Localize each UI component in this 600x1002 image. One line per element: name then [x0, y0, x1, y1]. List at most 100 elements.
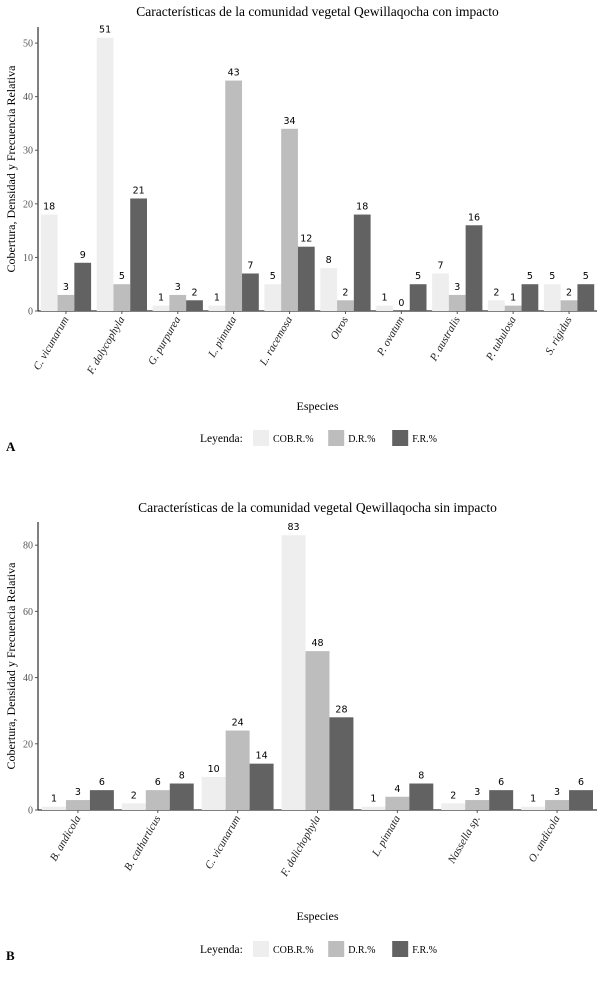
bar-value-label: 4 — [394, 784, 400, 795]
bar-dr — [305, 651, 330, 810]
y-tick-label: 0 — [28, 806, 33, 817]
legend-title: Leyenda: — [200, 433, 243, 445]
legend-entry: COB.R.% — [273, 945, 314, 956]
x-tick-label: C. vicunarum — [31, 314, 71, 372]
bar-fr — [186, 300, 203, 311]
legend: Leyenda: COB.R.% D.R.% F.R.% — [200, 941, 437, 957]
bar-cobr — [121, 803, 146, 810]
chart-title: Características de la comunidad vegetal … — [136, 4, 499, 19]
bar-fr — [329, 717, 354, 810]
x-tick-label: Otros — [328, 315, 351, 342]
bar-dr — [337, 300, 354, 311]
bar-value-label: 24 — [232, 718, 244, 729]
x-tick-label: F. dolichophyla — [278, 813, 323, 879]
y-tick-label: 40 — [23, 92, 33, 103]
bar-fr — [249, 763, 274, 810]
bar-value-label: 16 — [468, 212, 480, 223]
y-tick-label: 20 — [23, 199, 33, 210]
x-tick-label: B. catharticus — [122, 814, 163, 873]
bar-dr — [65, 800, 90, 810]
bar-value-label: 2 — [131, 790, 137, 801]
x-tick-label: C. vicunarum — [203, 813, 243, 871]
bar-fr — [89, 790, 114, 810]
x-tick-label: P. australis — [427, 315, 463, 365]
bar-dr — [169, 294, 187, 311]
bar-cobr — [320, 268, 338, 311]
bar-value-label: 3 — [554, 787, 560, 798]
bar-value-label: 5 — [415, 271, 421, 282]
bar-value-label: 5 — [549, 271, 555, 282]
legend-swatch — [328, 430, 345, 446]
bar-cobr — [264, 284, 282, 311]
bar-value-label: 3 — [175, 282, 181, 293]
bar-cobr — [521, 806, 546, 810]
bar-fr — [169, 783, 194, 810]
legend-swatch — [253, 430, 269, 446]
bar-value-label: 5 — [270, 271, 276, 282]
bar-value-label: 6 — [155, 777, 161, 788]
bar-cobr — [40, 214, 58, 311]
legend-swatch — [328, 941, 345, 957]
bar-value-label: 1 — [214, 293, 220, 304]
legend-entry: F.R.% — [412, 945, 437, 956]
legend-entry: COB.R.% — [273, 434, 314, 445]
bar-fr — [242, 273, 259, 311]
bar-cobr — [201, 776, 226, 810]
legend: Leyenda: COB.R.% D.R.% F.R.% — [200, 430, 437, 446]
chart-panel-a: Características de la comunidad vegetal … — [4, 4, 597, 454]
bar-value-label: 10 — [208, 764, 220, 775]
bar-value-label: 1 — [530, 794, 536, 805]
x-tick-label: B. andicola — [48, 813, 84, 863]
bar-value-label: 51 — [99, 25, 111, 36]
bar-value-label: 12 — [300, 234, 312, 245]
y-axis-label: Cobertura, Densidad y Frecuencia Relativ… — [4, 562, 18, 770]
bar-value-label: 18 — [43, 202, 55, 213]
x-tick-label: P. ovatum — [374, 314, 407, 358]
y-tick-label: 80 — [23, 541, 33, 552]
bar-value-label: 1 — [510, 293, 516, 304]
bar-fr — [74, 262, 92, 311]
chart-panel-b: Características de la comunidad vegetal … — [4, 500, 597, 963]
bar-dr — [281, 128, 298, 311]
x-tick-label: F. dolycophyla — [84, 314, 127, 377]
x-tick-label: G. purpurea — [146, 314, 184, 367]
bar-value-label: 48 — [311, 638, 323, 649]
bar-value-label: 6 — [578, 777, 584, 788]
bar-value-label: 1 — [382, 293, 388, 304]
bar-value-label: 3 — [75, 787, 81, 798]
bar-dr — [57, 294, 75, 311]
panel-letter: A — [6, 439, 16, 454]
bar-value-label: 2 — [191, 287, 197, 298]
bar-value-label: 9 — [80, 250, 86, 261]
bar-fr — [353, 214, 371, 311]
x-axis-label: Especies — [297, 909, 339, 923]
bar-fr — [489, 790, 514, 810]
bar-fr — [297, 246, 315, 311]
bar-fr — [521, 284, 539, 311]
bar-value-label: 14 — [256, 751, 268, 762]
legend-swatch — [392, 430, 409, 446]
bar-cobr — [96, 37, 114, 311]
bar-cobr — [41, 806, 66, 810]
y-tick-label: 20 — [23, 739, 33, 750]
bar-cobr — [543, 284, 561, 311]
bar-value-label: 6 — [498, 777, 504, 788]
bar-fr — [409, 284, 427, 311]
bar-value-label: 2 — [566, 287, 572, 298]
bar-value-label: 2 — [493, 287, 499, 298]
bar-value-label: 2 — [342, 287, 348, 298]
x-tick-label: O. andicola — [526, 813, 563, 864]
x-tick-label: L. pinnata — [369, 813, 403, 859]
bar-value-label: 8 — [326, 255, 332, 266]
bar-cobr — [487, 300, 505, 311]
bar-cobr — [432, 273, 449, 311]
y-tick-label: 10 — [23, 253, 33, 264]
bar-value-label: 1 — [51, 794, 57, 805]
bar-dr — [225, 730, 250, 810]
bar-dr — [225, 80, 243, 312]
x-tick-label: L. racemosa — [257, 314, 295, 368]
legend-swatch — [253, 941, 269, 957]
bar-dr — [465, 800, 490, 810]
panel-letter: B — [6, 948, 15, 963]
bar-dr — [145, 790, 170, 810]
